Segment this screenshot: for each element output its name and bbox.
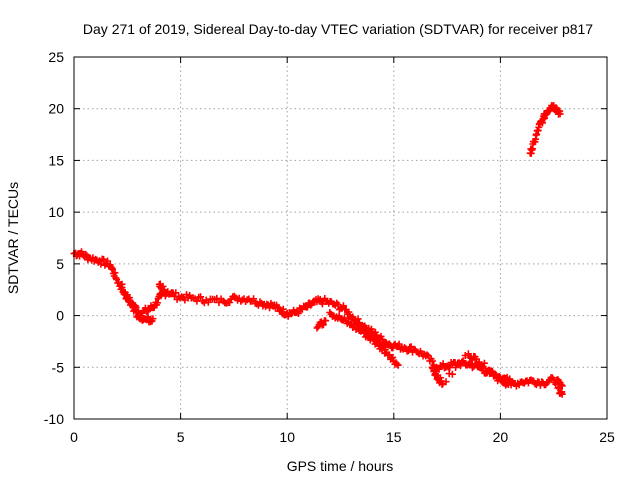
data-point bbox=[393, 360, 401, 368]
data-point bbox=[507, 378, 515, 386]
gridlines bbox=[74, 57, 607, 419]
data-point bbox=[381, 346, 389, 354]
data-point bbox=[362, 325, 370, 333]
data-point bbox=[339, 302, 347, 310]
data-point bbox=[405, 347, 412, 355]
data-point bbox=[464, 350, 472, 358]
data-point bbox=[123, 293, 131, 301]
data-point bbox=[423, 351, 431, 359]
data-point bbox=[294, 310, 302, 317]
data-point bbox=[452, 364, 460, 371]
data-point bbox=[389, 353, 397, 361]
data-point bbox=[479, 363, 487, 370]
x-tick-labels: 0 5 10 15 20 25 bbox=[70, 429, 615, 445]
y-tick-label: -5 bbox=[52, 359, 65, 375]
data-point bbox=[372, 335, 380, 343]
y-tick-label: 0 bbox=[56, 308, 64, 324]
data-point bbox=[448, 370, 456, 378]
y-tick-label: 5 bbox=[56, 256, 64, 272]
data-point bbox=[131, 305, 139, 313]
data-point bbox=[118, 280, 126, 288]
tick-marks bbox=[73, 56, 608, 420]
data-point bbox=[475, 358, 483, 366]
data-point bbox=[82, 250, 90, 258]
data-point bbox=[355, 320, 363, 328]
data-point bbox=[428, 357, 436, 365]
data-point bbox=[226, 299, 234, 306]
data-point bbox=[322, 317, 330, 325]
data-point bbox=[104, 257, 112, 265]
data-point bbox=[274, 303, 282, 311]
y-tick-label: 15 bbox=[48, 152, 64, 168]
x-tick-label: 25 bbox=[599, 429, 615, 445]
data-point bbox=[113, 275, 121, 283]
x-tick-label: 5 bbox=[177, 429, 185, 445]
data-point bbox=[378, 335, 386, 343]
data-point bbox=[319, 321, 327, 329]
data-point bbox=[468, 364, 476, 372]
data-point bbox=[250, 295, 258, 303]
y-tick-label: -10 bbox=[44, 411, 64, 427]
x-tick-label: 0 bbox=[70, 429, 78, 445]
y-tick-label: 10 bbox=[48, 204, 64, 220]
data-point bbox=[100, 255, 108, 263]
data-point bbox=[436, 374, 444, 382]
data-point bbox=[197, 293, 205, 301]
data-point bbox=[556, 110, 564, 118]
data-point bbox=[395, 340, 403, 348]
data-point bbox=[458, 358, 466, 366]
y-tick-label: 20 bbox=[48, 101, 64, 117]
x-axis-label: GPS time / hours bbox=[287, 458, 394, 474]
data-point bbox=[160, 286, 167, 294]
data-point bbox=[132, 307, 140, 315]
y-axis-label: SDTVAR / TECUs bbox=[5, 182, 21, 294]
data-point bbox=[394, 361, 402, 369]
x-tick-label: 20 bbox=[493, 429, 509, 445]
data-point bbox=[293, 308, 301, 316]
x-tick-label: 15 bbox=[386, 429, 402, 445]
x-tick-label: 10 bbox=[279, 429, 295, 445]
data-point bbox=[480, 359, 488, 367]
data-point bbox=[172, 289, 180, 297]
data-point bbox=[149, 315, 157, 323]
y-tick-label: 25 bbox=[48, 49, 64, 65]
data-point bbox=[347, 314, 355, 322]
y-tick-labels: -10 -5 0 5 10 15 20 25 bbox=[44, 49, 64, 427]
data-point bbox=[345, 308, 353, 316]
data-point bbox=[354, 319, 362, 327]
chart-title: Day 271 of 2019, Sidereal Day-to-day VTE… bbox=[83, 21, 593, 37]
data-points bbox=[70, 102, 566, 398]
data-point bbox=[558, 390, 566, 398]
data-point bbox=[488, 368, 496, 375]
data-point bbox=[121, 289, 129, 297]
data-point bbox=[367, 331, 375, 338]
data-point bbox=[495, 373, 503, 381]
plot-frame bbox=[73, 56, 608, 420]
data-point bbox=[128, 299, 136, 307]
data-point bbox=[442, 378, 450, 386]
